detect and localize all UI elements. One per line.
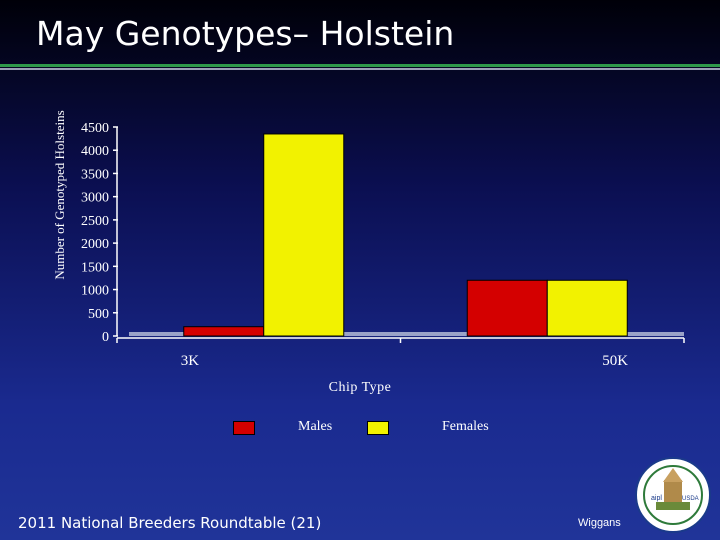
seal-text-left: aipl	[651, 495, 662, 502]
x-axis-label: Chip Type	[328, 380, 392, 395]
legend-swatch-females	[367, 421, 389, 435]
legend-swatch-males	[233, 421, 255, 435]
legend-label-females: Females	[442, 419, 489, 434]
y-tick-label: 4500	[81, 121, 109, 136]
title-rule-green	[0, 64, 720, 67]
y-tick-label: 1500	[81, 260, 109, 275]
y-tick-label: 4000	[81, 144, 109, 159]
y-tick-label: 0	[102, 330, 109, 345]
footer-text: 2011 National Breeders Roundtable (21)	[18, 514, 322, 532]
y-tick-label: 3500	[81, 167, 109, 182]
bar-males-50k	[466, 279, 548, 337]
y-tick-label: 1000	[81, 284, 109, 299]
y-tick-label: 2000	[81, 237, 109, 252]
slide-title: May Genotypes– Holstein	[36, 14, 455, 53]
bar-females-50k	[546, 279, 628, 337]
x-tick-label: 50K	[602, 353, 628, 369]
y-tick-label: 500	[88, 307, 109, 322]
y-tick-label: 2500	[81, 214, 109, 229]
bar-females-3k	[263, 133, 345, 337]
title-rule-gray	[0, 68, 720, 70]
seal-text-right: USDA	[682, 496, 699, 502]
seal-logo-icon: aipl USDA	[635, 457, 711, 533]
y-tick-label: 3000	[81, 191, 109, 206]
author-name: Wiggans	[578, 517, 621, 529]
bar-males-3k	[183, 326, 265, 337]
legend-label-males: Males	[298, 419, 333, 434]
x-tick-label: 3K	[181, 353, 200, 369]
plot-floor	[129, 332, 684, 336]
